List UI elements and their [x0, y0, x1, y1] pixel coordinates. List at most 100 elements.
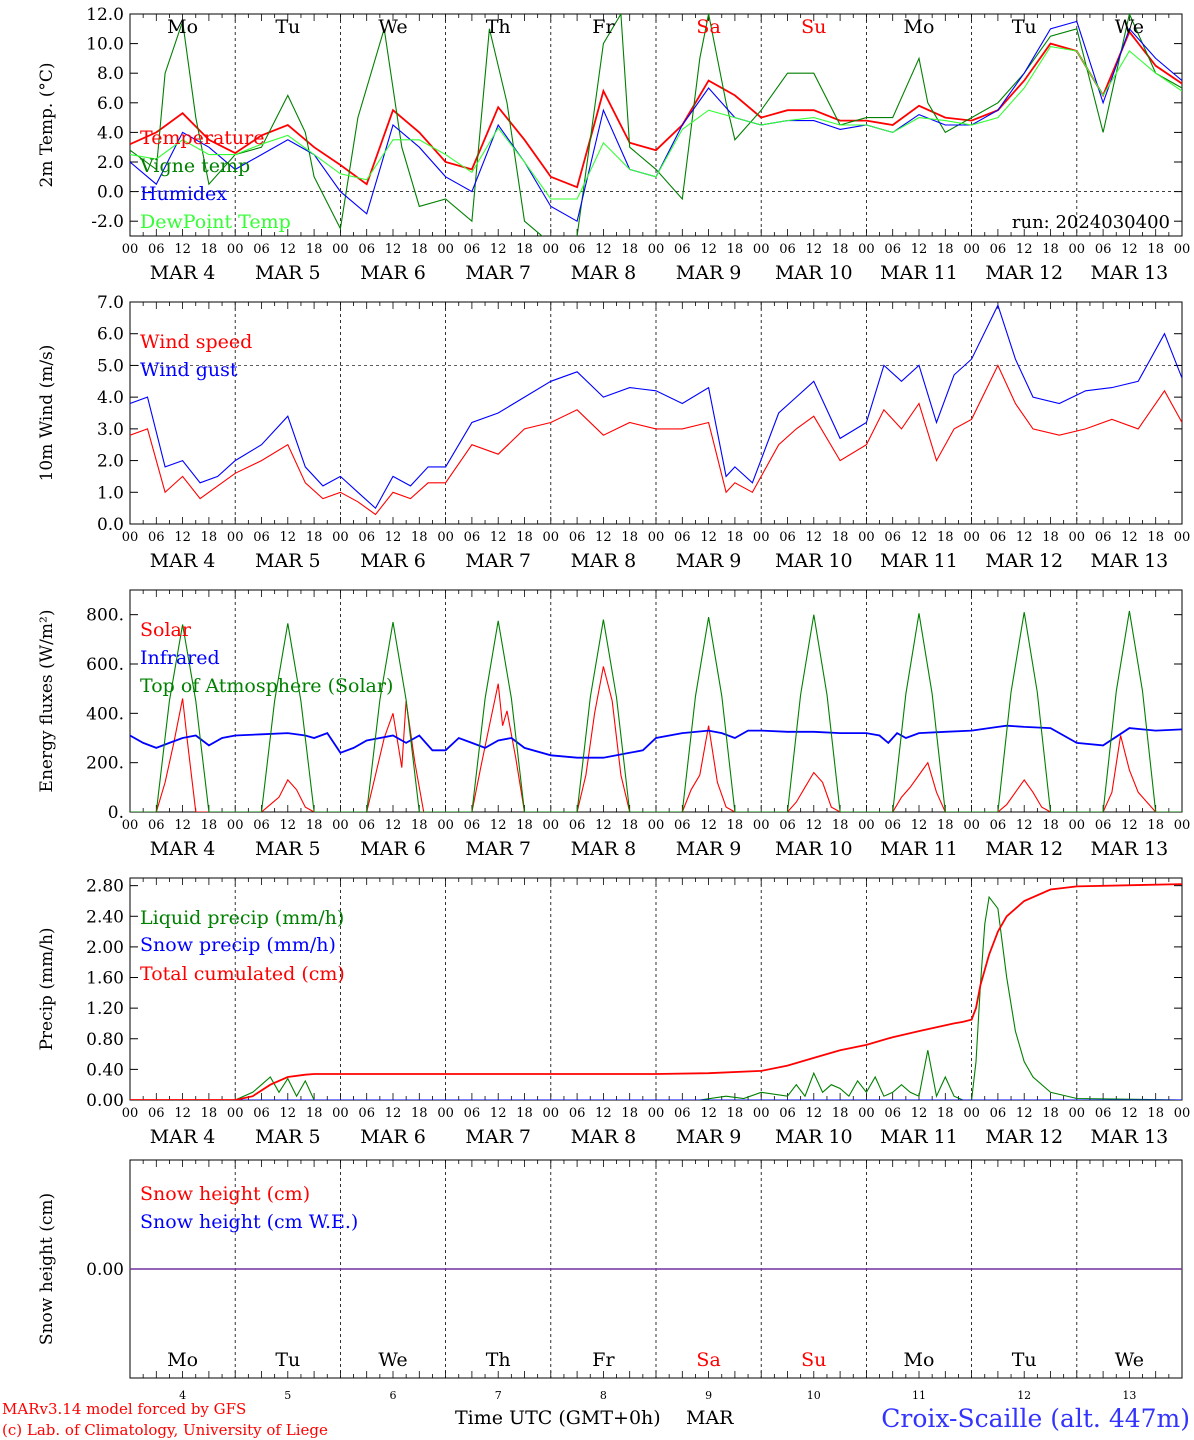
date-label: MAR 4 — [150, 550, 216, 572]
y-tick-label: 0.00 — [86, 1091, 124, 1111]
hour-label: 18 — [516, 818, 533, 833]
hour-label: 00 — [858, 1106, 875, 1121]
date-label: MAR 12 — [985, 838, 1063, 860]
hour-label: 12 — [911, 530, 928, 545]
legend-entry: Liquid precip (mm/h) — [140, 907, 344, 929]
date-label: MAR 6 — [360, 262, 426, 284]
hour-label: 06 — [990, 818, 1007, 833]
panel-5: 0.00 Snow height (cm) Snow height (cm) Snow… — [37, 1159, 1183, 1379]
y-axis-label: Precip (mm/h) — [37, 927, 57, 1050]
series-line-2 — [130, 14, 1182, 236]
y-tick-label: 2.0 — [97, 153, 124, 173]
hour-label: 06 — [464, 530, 481, 545]
hour-label: 18 — [937, 530, 954, 545]
hour-label: 12 — [1016, 242, 1033, 257]
y-axis-label: 10m Wind (m/s) — [37, 345, 57, 482]
date-label: MAR 8 — [571, 838, 637, 860]
hour-label: 06 — [358, 242, 375, 257]
y-tick-label: 4.0 — [97, 388, 124, 408]
hour-label: 06 — [253, 242, 270, 257]
date-label: MAR 13 — [1091, 550, 1169, 572]
day-number: 12 — [1017, 1389, 1031, 1402]
hour-label: 12 — [490, 242, 507, 257]
hour-label: 12 — [1121, 242, 1138, 257]
legend-entry: Wind gust — [140, 359, 238, 381]
date-label: MAR 7 — [465, 550, 531, 572]
hour-label: 18 — [411, 242, 428, 257]
weekday-label: Th — [486, 16, 511, 38]
y-tick-label: 800. — [86, 606, 124, 626]
hour-label: 12 — [806, 242, 823, 257]
y-tick-label: 0.0 — [97, 183, 124, 203]
date-label: MAR 11 — [880, 262, 958, 284]
hour-label: 00 — [122, 530, 139, 545]
legend-entry: Wind speed — [140, 331, 252, 353]
day-number: 10 — [807, 1389, 821, 1402]
hour-label: 18 — [937, 818, 954, 833]
station-name: Croix-Scaille (alt. 447m) — [881, 1404, 1190, 1433]
hour-label: 12 — [700, 818, 717, 833]
hour-label: 00 — [648, 1106, 665, 1121]
weekday-label: Th — [486, 1349, 511, 1371]
hour-label: 18 — [516, 530, 533, 545]
hour-label: 06 — [253, 530, 270, 545]
hour-label: 00 — [437, 1106, 454, 1121]
hour-label: 00 — [227, 530, 244, 545]
hour-label: 12 — [911, 818, 928, 833]
hour-label: 18 — [832, 1106, 849, 1121]
panel-4: 0.00 0.40 0.80 1.20 1.60 2.00 2.40 2.80 Precip (… — [37, 877, 1190, 1148]
hour-label: 00 — [332, 530, 349, 545]
hour-label: 06 — [358, 1106, 375, 1121]
weekday-label: We — [1115, 16, 1144, 38]
series-line-3 — [130, 883, 1182, 1100]
date-label: MAR 13 — [1091, 1126, 1169, 1148]
y-tick-label: 1.20 — [86, 999, 124, 1019]
hour-label: 18 — [201, 1106, 218, 1121]
hour-label: 06 — [464, 242, 481, 257]
y-tick-label: 400. — [86, 704, 124, 724]
hour-label: 18 — [1147, 1106, 1164, 1121]
date-label: MAR 7 — [465, 838, 531, 860]
date-label: MAR 8 — [571, 550, 637, 572]
hour-label: 06 — [990, 1106, 1007, 1121]
hour-label: 06 — [779, 530, 796, 545]
y-tick-label: 600. — [86, 655, 124, 675]
date-label: MAR 9 — [676, 550, 742, 572]
day-number: 9 — [705, 1389, 712, 1402]
hour-label: 18 — [201, 242, 218, 257]
date-label: MAR 4 — [150, 262, 216, 284]
hour-label: 12 — [174, 818, 191, 833]
hour-label: 12 — [280, 818, 297, 833]
hour-label: 00 — [858, 818, 875, 833]
series-line-2 — [130, 303, 1182, 509]
hour-label: 00 — [963, 242, 980, 257]
hour-label: 00 — [858, 242, 875, 257]
hour-label: 18 — [832, 818, 849, 833]
hour-label: 18 — [727, 1106, 744, 1121]
hour-label: 00 — [963, 818, 980, 833]
hour-label: 06 — [1095, 242, 1112, 257]
y-tick-label: 2.0 — [97, 452, 124, 472]
y-tick-label: 6.0 — [97, 325, 124, 345]
hour-label: 12 — [700, 242, 717, 257]
y-tick-label: 2.00 — [86, 938, 124, 958]
date-label: MAR 6 — [360, 838, 426, 860]
hour-label: 18 — [201, 530, 218, 545]
weekday-label: Tu — [1012, 16, 1037, 38]
date-label: MAR 11 — [880, 1126, 958, 1148]
y-tick-label: 7.0 — [97, 293, 124, 313]
hour-label: 00 — [1174, 530, 1191, 545]
hour-label: 12 — [490, 818, 507, 833]
weekday-label: Fr — [592, 1349, 615, 1371]
series-line-4 — [130, 45, 1182, 200]
hour-label: 12 — [595, 530, 612, 545]
weekday-label: Su — [801, 16, 826, 38]
hour-label: 18 — [1147, 818, 1164, 833]
date-label: MAR 11 — [880, 838, 958, 860]
hour-label: 18 — [621, 242, 638, 257]
hour-label: 00 — [227, 818, 244, 833]
weekday-label: Mo — [904, 16, 935, 38]
hour-label: 12 — [595, 1106, 612, 1121]
hour-label: 06 — [674, 242, 691, 257]
hour-label: 00 — [753, 530, 770, 545]
